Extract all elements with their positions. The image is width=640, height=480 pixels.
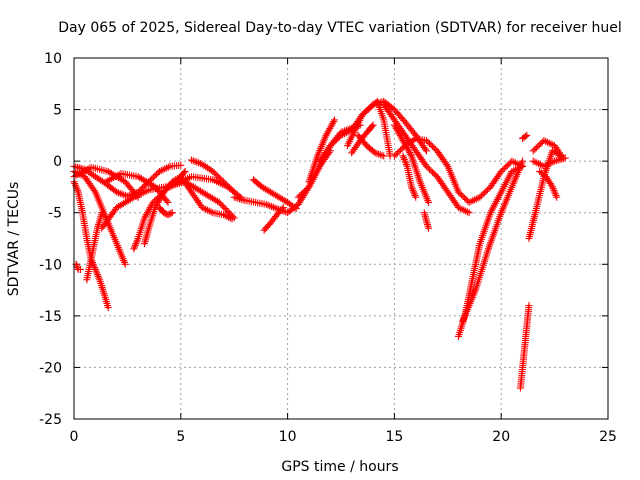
marker-path [536, 167, 561, 201]
series-arc-27 [399, 152, 420, 201]
marker-path [529, 154, 569, 170]
x-tick-label: 20 [492, 429, 510, 445]
marker-path [390, 134, 527, 206]
marker-path [420, 209, 433, 232]
x-tick-label: 25 [599, 429, 617, 445]
marker-path [343, 97, 394, 160]
series-arc-22 [343, 97, 394, 160]
series-arc-17 [260, 204, 287, 234]
y-tick-label: 10 [44, 51, 62, 67]
series-arc-23 [354, 131, 388, 160]
x-axis-label: GPS time / hours [281, 459, 398, 475]
series-arc-13 [187, 156, 238, 196]
y-tick-label: -25 [39, 412, 62, 428]
chart-title: Day 065 of 2025, Sidereal Day-to-day VTE… [58, 20, 621, 36]
data-points [70, 97, 569, 392]
marker-path [516, 302, 533, 392]
series-arc-3 [83, 209, 106, 284]
series-arc-11 [155, 204, 176, 219]
marker-path [519, 131, 531, 142]
y-tick-label: 5 [53, 103, 62, 119]
series-arc-30 [459, 157, 527, 325]
y-tick-label: -15 [39, 309, 62, 325]
x-tick-label: 15 [385, 429, 403, 445]
series-arc-36 [529, 154, 569, 170]
y-tick-label: -20 [39, 360, 62, 376]
marker-path [83, 209, 106, 284]
marker-path [155, 204, 176, 219]
y-axis-label: SDTVAR / TECUs [6, 182, 22, 297]
series-arc-28 [420, 209, 433, 232]
axis-ticks: 0 5 10 15 20 25 -25 -20 -15 -10 -5 0 5 10 [39, 51, 617, 445]
x-tick-label: 10 [279, 429, 297, 445]
series-arc-32 [519, 131, 531, 142]
marker-path [72, 260, 84, 273]
marker-path [459, 157, 527, 325]
x-tick-label: 5 [176, 429, 185, 445]
x-tick-label: 0 [70, 429, 79, 445]
plot-frame [73, 57, 609, 420]
marker-path [177, 173, 236, 223]
marker-path [529, 137, 567, 162]
series-arc-26 [390, 134, 527, 206]
marker-path [390, 121, 433, 206]
y-tick-label: 0 [53, 154, 62, 170]
series-arc-35 [536, 167, 561, 201]
series-arc-2 [72, 260, 84, 273]
marker-path [187, 156, 238, 196]
series-arc-19 [305, 116, 339, 186]
y-tick-label: -10 [39, 257, 62, 273]
series-arc-24 [390, 121, 433, 206]
marker-path [399, 152, 420, 201]
marker-path [305, 116, 339, 186]
series-arc-14 [177, 173, 236, 223]
series-arc-31 [516, 302, 533, 392]
y-tick-label: -5 [48, 206, 62, 222]
marker-path [354, 131, 388, 160]
series-arc-34 [529, 137, 567, 162]
marker-path [260, 204, 287, 234]
